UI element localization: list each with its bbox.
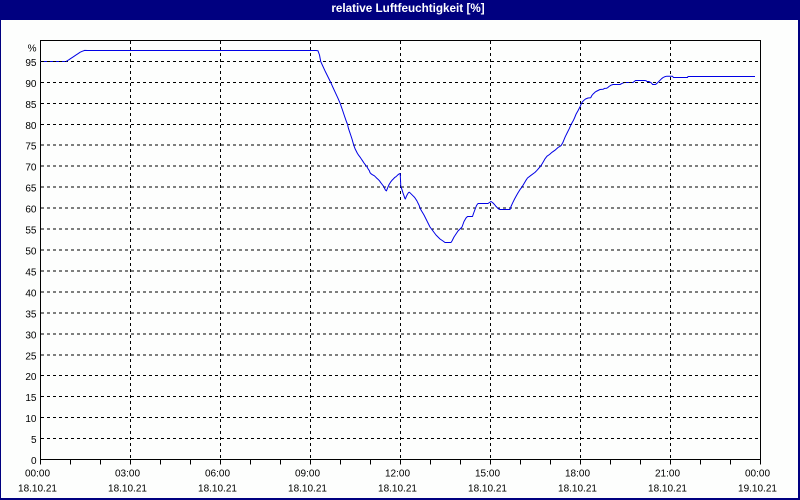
svg-text:18.10.21: 18.10.21 [378,484,417,495]
svg-text:18.10.21: 18.10.21 [288,484,327,495]
svg-text:70: 70 [25,163,37,174]
svg-text:18.10.21: 18.10.21 [18,484,57,495]
svg-text:50: 50 [25,247,37,258]
svg-text:%: % [28,44,37,55]
svg-text:40: 40 [25,288,37,299]
svg-text:10: 10 [25,414,37,425]
svg-text:21:00: 21:00 [655,469,680,480]
svg-text:60: 60 [25,205,37,216]
svg-text:75: 75 [25,142,37,153]
svg-text:80: 80 [25,121,37,132]
svg-text:90: 90 [25,79,37,90]
svg-text:18.10.21: 18.10.21 [558,484,597,495]
svg-text:00:00: 00:00 [745,469,770,480]
svg-text:18.10.21: 18.10.21 [468,484,507,495]
svg-text:25: 25 [25,351,37,362]
svg-text:18:00: 18:00 [565,469,590,480]
svg-text:20: 20 [25,372,37,383]
svg-text:95: 95 [25,58,37,69]
svg-text:85: 85 [25,100,37,111]
svg-text:15:00: 15:00 [475,469,500,480]
svg-text:09:00: 09:00 [295,469,320,480]
svg-text:15: 15 [25,393,37,404]
svg-text:19.10.21: 19.10.21 [738,484,777,495]
svg-text:35: 35 [25,309,37,320]
svg-text:0: 0 [31,456,37,467]
svg-text:12:00: 12:00 [385,469,410,480]
svg-text:45: 45 [25,267,37,278]
svg-text:5: 5 [31,435,37,446]
svg-text:18.10.21: 18.10.21 [108,484,147,495]
svg-text:06:00: 06:00 [205,469,230,480]
svg-text:65: 65 [25,184,37,195]
svg-text:00:00: 00:00 [25,469,50,480]
svg-text:18.10.21: 18.10.21 [198,484,237,495]
svg-text:03:00: 03:00 [115,469,140,480]
svg-text:30: 30 [25,330,37,341]
svg-text:18.10.21: 18.10.21 [648,484,687,495]
svg-text:55: 55 [25,226,37,237]
svg-text:relative Luftfeuchtigkeit [%]: relative Luftfeuchtigkeit [%] [331,2,484,15]
